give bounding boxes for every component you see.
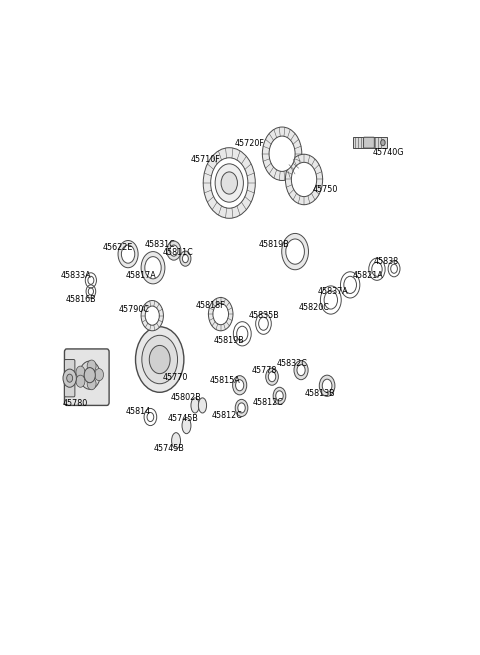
Text: 45770: 45770 bbox=[163, 373, 188, 382]
Text: 45819B: 45819B bbox=[213, 337, 244, 345]
Text: 45819B: 45819B bbox=[259, 240, 289, 248]
Text: 45816B: 45816B bbox=[65, 295, 96, 304]
Circle shape bbox=[266, 368, 278, 385]
Circle shape bbox=[297, 365, 305, 376]
Circle shape bbox=[319, 375, 335, 396]
Circle shape bbox=[149, 345, 170, 373]
Text: 45821A: 45821A bbox=[353, 271, 384, 280]
FancyBboxPatch shape bbox=[64, 360, 75, 397]
Circle shape bbox=[233, 376, 247, 395]
Circle shape bbox=[263, 127, 302, 181]
Circle shape bbox=[79, 361, 100, 389]
Text: 45813B: 45813B bbox=[304, 389, 335, 398]
Circle shape bbox=[145, 306, 159, 326]
Circle shape bbox=[63, 369, 76, 387]
Circle shape bbox=[238, 403, 245, 413]
Text: 45837A: 45837A bbox=[317, 287, 348, 296]
Circle shape bbox=[221, 172, 238, 194]
Circle shape bbox=[167, 241, 181, 260]
Text: 45818F: 45818F bbox=[196, 301, 226, 310]
Circle shape bbox=[211, 158, 248, 208]
Text: 45833A: 45833A bbox=[60, 271, 91, 280]
Circle shape bbox=[286, 239, 304, 264]
Text: 45817A: 45817A bbox=[126, 271, 156, 280]
Circle shape bbox=[87, 360, 96, 372]
Circle shape bbox=[215, 164, 243, 202]
Circle shape bbox=[84, 367, 96, 383]
Text: 45814: 45814 bbox=[126, 407, 151, 416]
Circle shape bbox=[269, 136, 295, 172]
Text: 45815A: 45815A bbox=[209, 376, 240, 384]
Text: 45750: 45750 bbox=[313, 185, 338, 194]
Text: 45832C: 45832C bbox=[276, 359, 308, 368]
Text: 45740G: 45740G bbox=[372, 148, 404, 157]
Circle shape bbox=[76, 375, 85, 387]
Circle shape bbox=[322, 379, 332, 392]
Text: 45745B: 45745B bbox=[168, 414, 198, 423]
Circle shape bbox=[87, 378, 96, 390]
FancyBboxPatch shape bbox=[64, 349, 109, 405]
Ellipse shape bbox=[198, 398, 206, 413]
Circle shape bbox=[141, 252, 165, 284]
Circle shape bbox=[208, 297, 233, 331]
Circle shape bbox=[95, 369, 104, 381]
Text: 45622E: 45622E bbox=[102, 242, 133, 252]
Circle shape bbox=[276, 391, 283, 401]
Text: 45812C: 45812C bbox=[212, 411, 243, 419]
Text: 45790C: 45790C bbox=[119, 305, 150, 314]
Ellipse shape bbox=[182, 417, 191, 434]
Circle shape bbox=[294, 360, 308, 380]
Circle shape bbox=[381, 140, 385, 145]
Ellipse shape bbox=[191, 398, 199, 413]
Circle shape bbox=[203, 147, 255, 218]
Circle shape bbox=[121, 245, 135, 263]
Circle shape bbox=[268, 371, 276, 382]
Circle shape bbox=[180, 251, 191, 266]
Text: 45780: 45780 bbox=[62, 400, 87, 409]
Text: 45838: 45838 bbox=[374, 257, 399, 266]
Circle shape bbox=[286, 154, 323, 204]
Circle shape bbox=[273, 387, 286, 404]
Circle shape bbox=[118, 240, 138, 268]
Circle shape bbox=[213, 303, 228, 325]
Circle shape bbox=[76, 366, 85, 378]
Circle shape bbox=[141, 301, 163, 331]
Circle shape bbox=[145, 257, 161, 279]
Circle shape bbox=[142, 335, 178, 384]
Text: 45820C: 45820C bbox=[299, 303, 329, 312]
Circle shape bbox=[235, 400, 248, 417]
Circle shape bbox=[282, 233, 309, 270]
Circle shape bbox=[135, 327, 184, 392]
Text: 45835B: 45835B bbox=[249, 311, 279, 320]
Text: 45831C: 45831C bbox=[145, 240, 176, 248]
Text: 45720F: 45720F bbox=[235, 139, 264, 147]
Circle shape bbox=[236, 380, 244, 391]
Text: 45745B: 45745B bbox=[153, 444, 184, 453]
Text: 45811C: 45811C bbox=[163, 248, 193, 257]
Circle shape bbox=[67, 374, 72, 383]
Text: 45802B: 45802B bbox=[171, 393, 202, 402]
Text: 45812C: 45812C bbox=[252, 398, 283, 407]
Text: 45778: 45778 bbox=[251, 365, 276, 375]
Circle shape bbox=[182, 255, 188, 263]
Ellipse shape bbox=[172, 433, 180, 449]
FancyBboxPatch shape bbox=[353, 137, 386, 148]
Text: 45710F: 45710F bbox=[191, 155, 221, 164]
FancyBboxPatch shape bbox=[363, 137, 374, 148]
Circle shape bbox=[170, 245, 178, 256]
Circle shape bbox=[291, 162, 317, 196]
